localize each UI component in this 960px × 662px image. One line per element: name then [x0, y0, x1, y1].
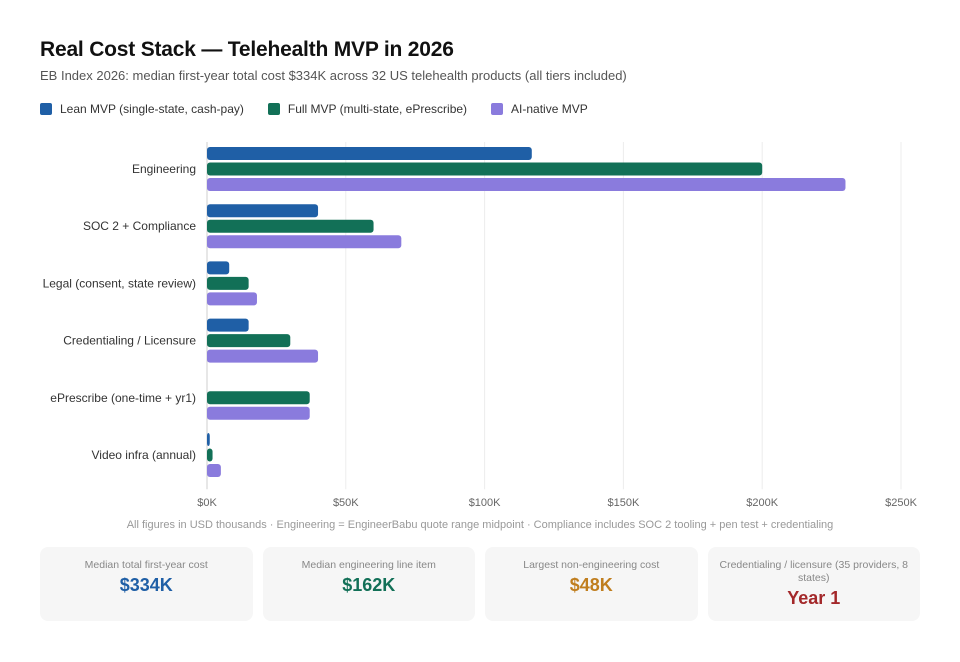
- legend-swatch-full: [267, 103, 280, 115]
- bar: [207, 219, 374, 233]
- card-value: $334K: [119, 575, 173, 595]
- card-label: Median engineering line item: [301, 559, 436, 571]
- category-label: ePrescribe (one-time + yr1): [50, 391, 196, 405]
- category-label: SOC 2 + Compliance: [83, 219, 196, 233]
- summary-cards: Median total first-year cost $334K Media…: [40, 547, 920, 621]
- bar: [207, 318, 249, 332]
- card-value: $162K: [342, 575, 396, 595]
- legend-item-lean[interactable]: Lean MVP (single-state, cash-pay): [40, 102, 244, 116]
- bar: [207, 464, 221, 477]
- legend-label-ai: AI-native MVP: [511, 102, 588, 116]
- bar-chart: $0K $50K $100K $150K $200K $250K Engineering SO…: [43, 142, 918, 509]
- bar: [207, 391, 310, 405]
- x-tick-label: $100K: [469, 497, 501, 509]
- x-tick-label: $150K: [607, 497, 639, 509]
- bar: [207, 162, 763, 176]
- bar: [207, 334, 291, 348]
- bar: [207, 261, 230, 275]
- category-label: Credentialing / Licensure: [63, 334, 196, 348]
- card-label: Largest non-engineering cost: [523, 559, 660, 571]
- card-label: Credentialing / licensure (35 providers,…: [719, 559, 908, 584]
- legend-item-full[interactable]: Full MVP (multi-state, ePrescribe): [267, 102, 468, 116]
- bar: [207, 204, 319, 218]
- bar: [207, 433, 210, 446]
- bar: [207, 406, 310, 420]
- x-tick-label: $50K: [333, 497, 359, 509]
- bar: [207, 147, 532, 160]
- card-largest-non-engineering: Largest non-engineering cost $48K: [485, 547, 698, 621]
- chart-subtitle: EB Index 2026: median first-year total c…: [40, 68, 627, 83]
- card-label: Median total first-year cost: [84, 559, 208, 571]
- bar: [207, 235, 402, 249]
- x-tick-label: $250K: [885, 497, 917, 509]
- card-value: Year 1: [787, 588, 841, 608]
- category-label: Video infra (annual): [91, 448, 196, 462]
- card-median-total: Median total first-year cost $334K: [40, 547, 253, 621]
- legend-swatch-lean: [40, 103, 52, 115]
- bar: [207, 276, 249, 290]
- category-label: Legal (consent, state review): [43, 276, 196, 290]
- legend-swatch-ai: [491, 103, 504, 115]
- bar: [207, 178, 846, 191]
- bar: [207, 349, 319, 363]
- bar: [207, 292, 257, 306]
- card-credentialing: Credentialing / licensure (35 providers,…: [707, 547, 920, 621]
- chart-title: Real Cost Stack — Telehealth MVP in 2026: [40, 38, 454, 61]
- card-median-engineering: Median engineering line item $162K: [262, 547, 475, 621]
- card-value: $48K: [569, 575, 613, 595]
- x-tick-label: $200K: [746, 497, 778, 509]
- legend-label-lean: Lean MVP (single-state, cash-pay): [60, 102, 244, 116]
- x-tick-label: $0K: [197, 497, 217, 509]
- footnote: All figures in USD thousands · Engineeri…: [126, 519, 834, 531]
- bar: [207, 448, 213, 462]
- legend-label-full: Full MVP (multi-state, ePrescribe): [287, 102, 468, 116]
- category-label: Engineering: [132, 162, 196, 176]
- legend: Lean MVP (single-state, cash-pay) Full M…: [40, 102, 588, 116]
- legend-item-ai[interactable]: AI-native MVP: [491, 102, 588, 116]
